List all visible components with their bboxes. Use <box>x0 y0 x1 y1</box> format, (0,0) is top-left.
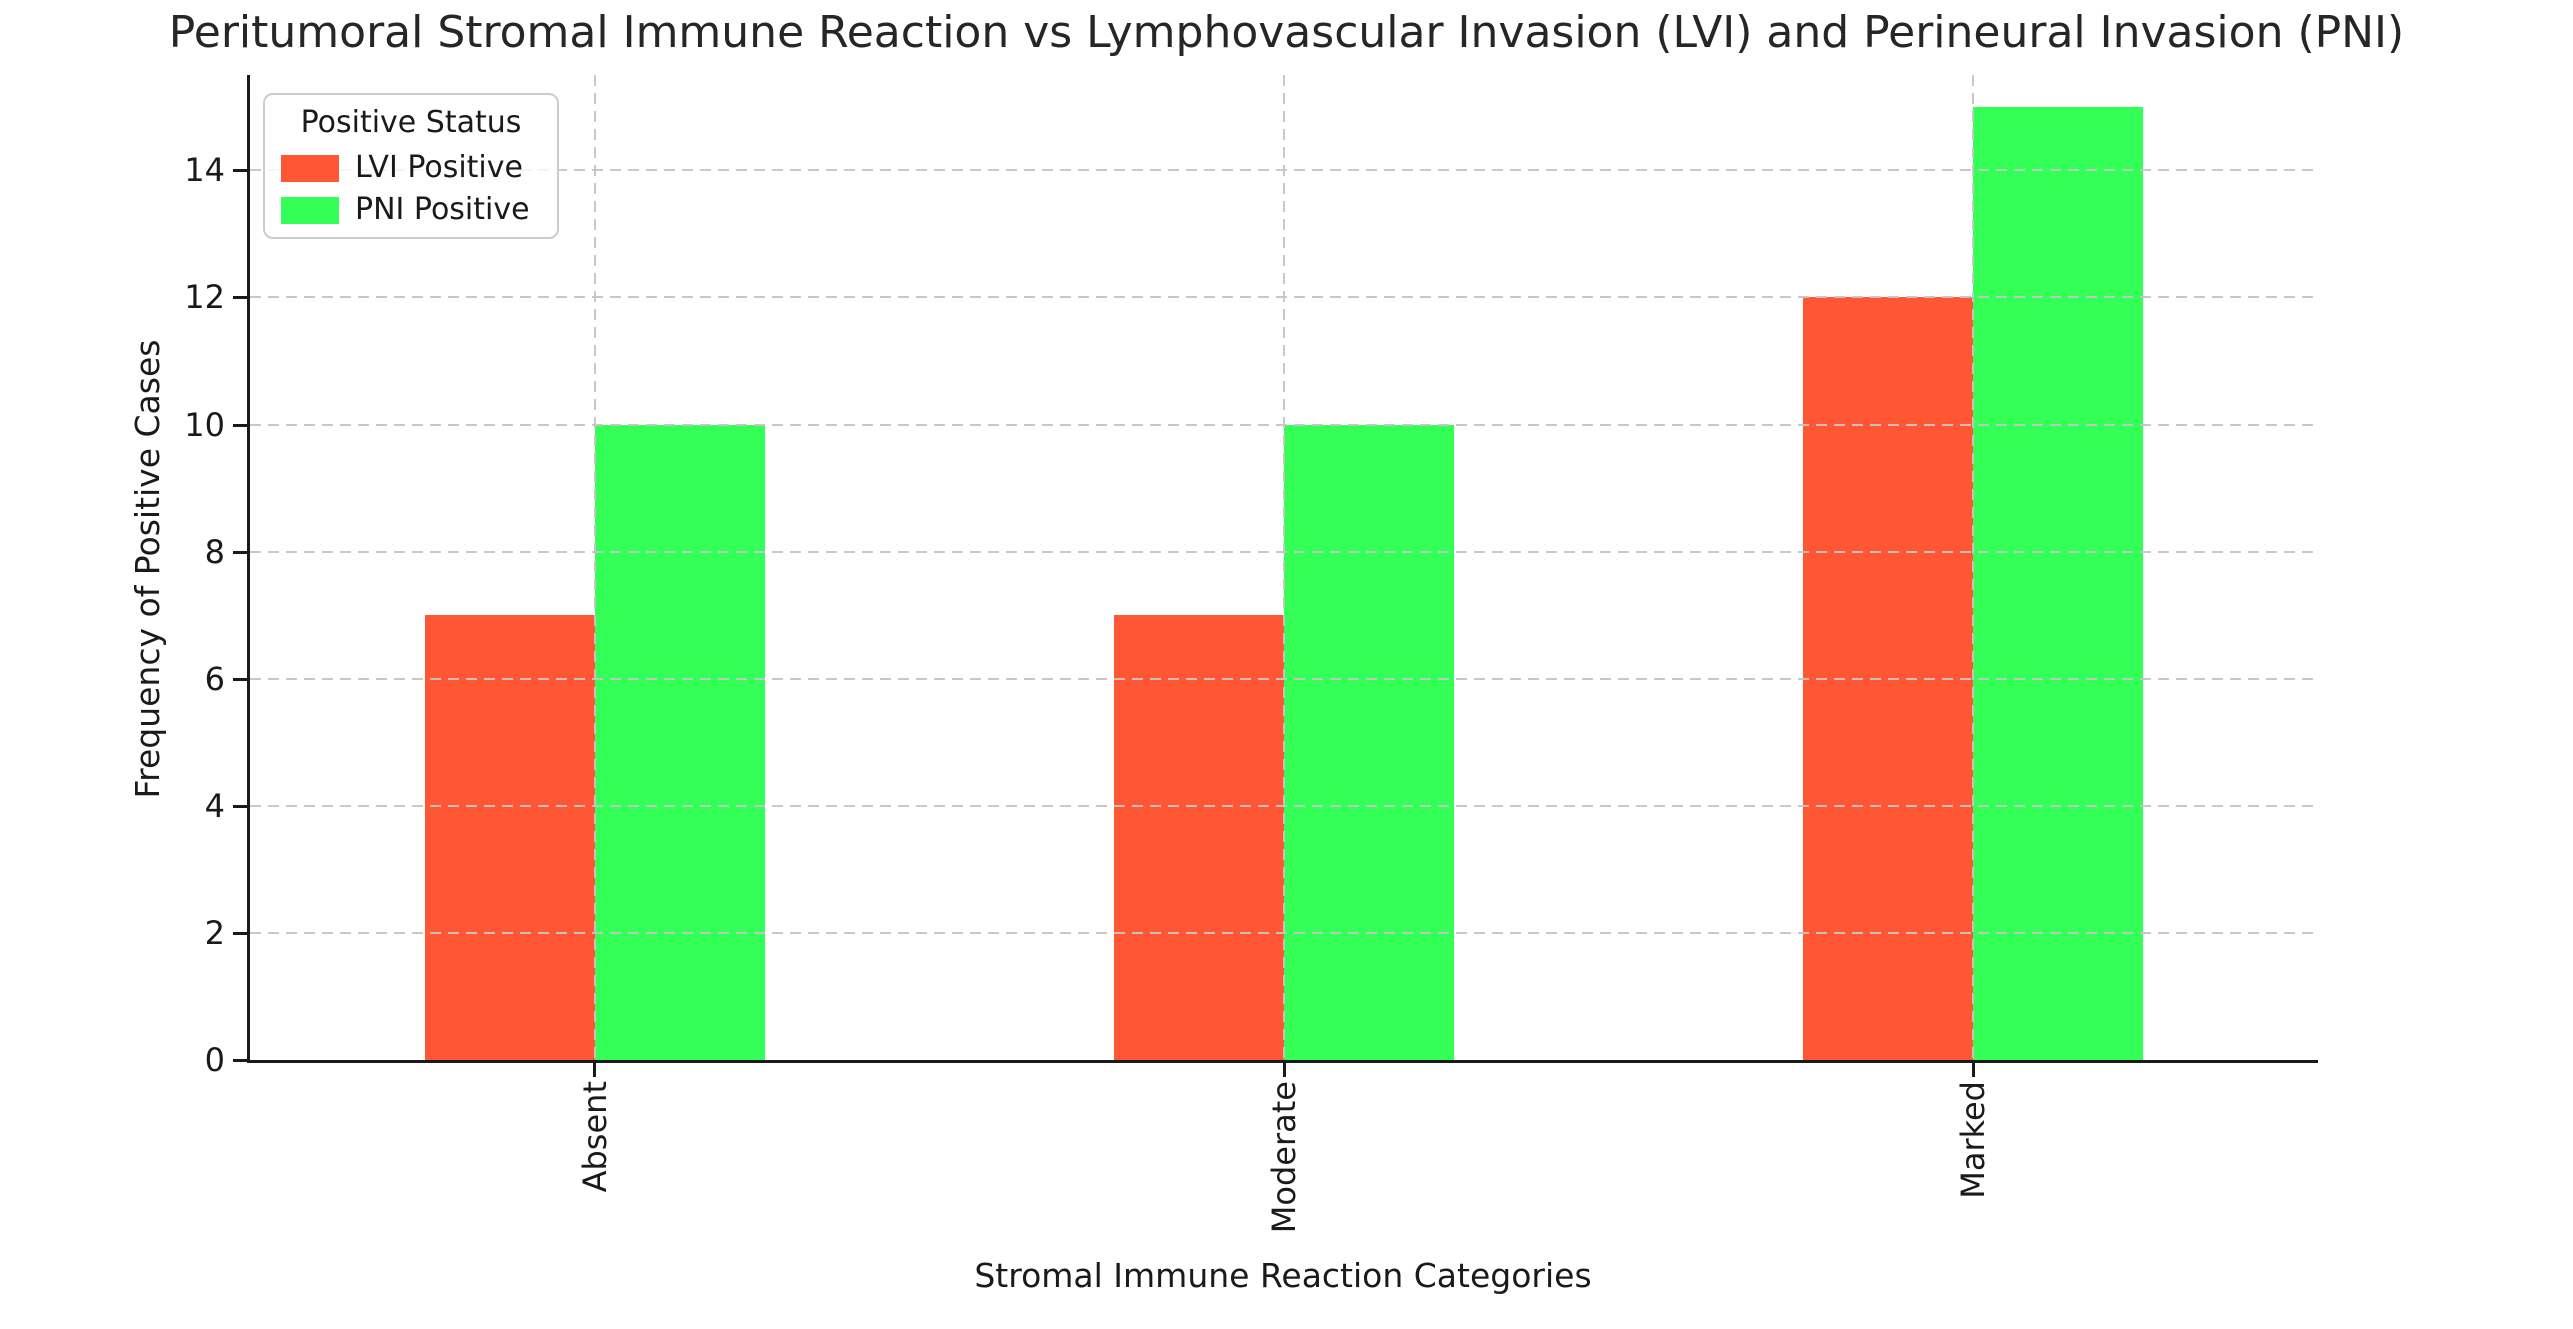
legend-swatch-lvi-positive <box>281 154 339 182</box>
gridline-x-moderate <box>1283 75 1285 1060</box>
x-axis-label: Stromal Immune Reaction Categories <box>974 1256 1592 1295</box>
x-tick-mark-marked <box>1971 1063 1975 1077</box>
y-tick-label-12: 12 <box>184 278 225 317</box>
y-tick-label-0: 0 <box>204 1041 225 1079</box>
x-tick-label-marked: Marked <box>1954 1081 1993 1199</box>
legend-title: Positive Status <box>300 105 522 140</box>
gridline-x-marked <box>1972 75 1975 1060</box>
y-tick-mark-4 <box>233 804 247 808</box>
legend-label-lvi-positive: LVI Positive <box>355 150 523 185</box>
bar-pni-positive-absent <box>594 424 765 1060</box>
x-tick-mark-moderate <box>1282 1063 1286 1077</box>
y-tick-mark-2 <box>233 931 247 935</box>
x-tick-label-absent: Absent <box>575 1081 614 1193</box>
y-tick-mark-0 <box>233 1059 247 1062</box>
y-tick-label-2: 2 <box>204 913 225 952</box>
legend-swatch-pni-positive <box>281 196 339 224</box>
x-tick-label-moderate: Moderate <box>1265 1081 1303 1234</box>
bar-lvi-positive-absent <box>424 615 595 1060</box>
y-tick-label-10: 10 <box>184 405 225 444</box>
y-tick-mark-8 <box>233 550 247 554</box>
y-tick-label-4: 4 <box>204 786 225 825</box>
bar-pni-positive-moderate <box>1284 424 1454 1060</box>
y-tick-mark-6 <box>233 677 247 681</box>
gridline-x-absent <box>593 75 596 1060</box>
legend-label-pni-positive: PNI Positive <box>355 192 530 227</box>
legend-item-lvi-positive: LVI Positive <box>277 151 545 185</box>
legend-item-pni-positive: PNI Positive <box>277 193 545 227</box>
y-tick-mark-10 <box>233 423 247 427</box>
legend-items: LVI Positive PNI Positive <box>277 151 545 227</box>
y-tick-label-6: 6 <box>204 659 225 698</box>
y-tick-mark-14 <box>233 169 247 173</box>
chart-title: Peritumoral Stromal Immune Reaction vs L… <box>168 7 2405 58</box>
y-tick-mark-12 <box>233 296 247 300</box>
y-tick-label-14: 14 <box>184 151 225 190</box>
plot-area <box>247 75 2318 1063</box>
y-tick-label-8: 8 <box>204 532 225 571</box>
legend: Positive Status LVI Positive PNI Positive <box>263 93 559 239</box>
bar-pni-positive-marked <box>1973 106 2144 1060</box>
bar-lvi-positive-moderate <box>1114 615 1284 1060</box>
x-tick-mark-absent <box>593 1063 597 1077</box>
